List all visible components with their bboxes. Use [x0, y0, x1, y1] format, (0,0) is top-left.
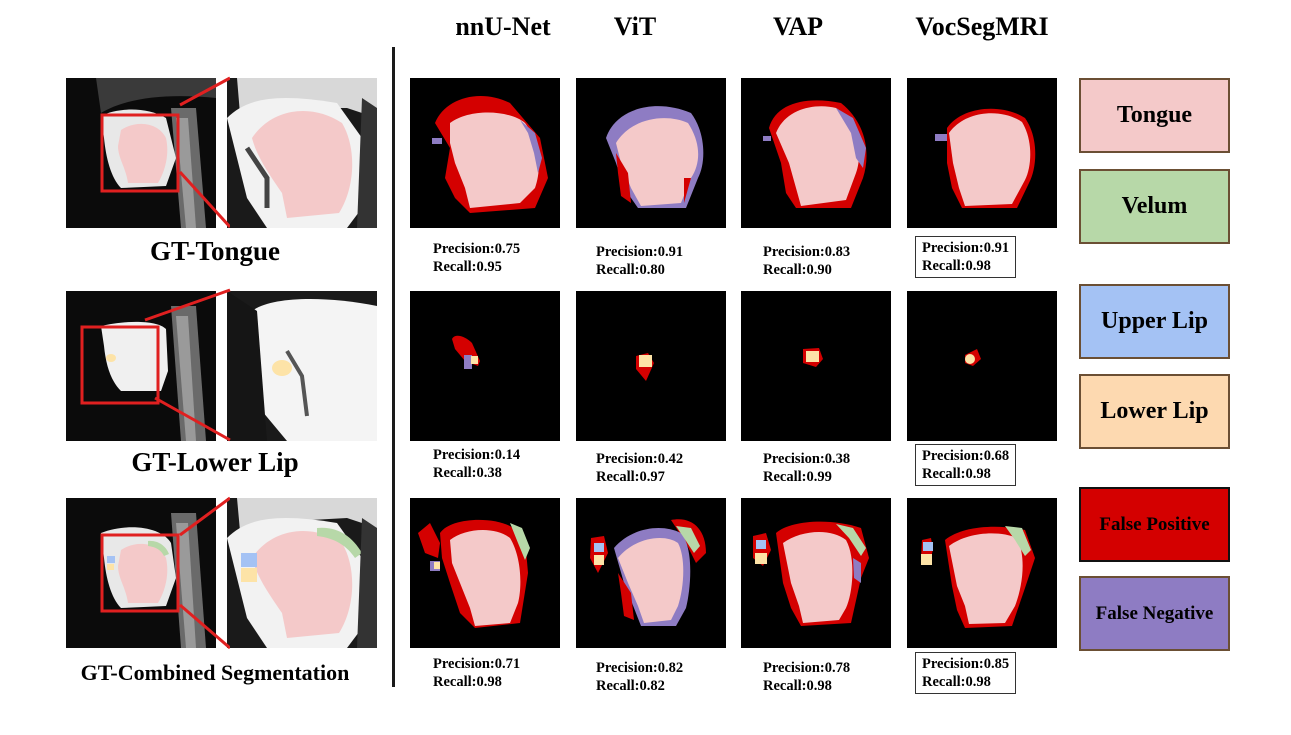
zoomed-image — [227, 498, 377, 648]
precision-value: Precision:0.68 — [922, 448, 1010, 464]
seg-result-tongue-vocsegmri — [907, 78, 1057, 228]
legend-label: False Negative — [1095, 602, 1214, 624]
tongue-mask — [118, 123, 168, 183]
legend-label: False Positive — [1099, 513, 1210, 535]
zoomed-image — [227, 291, 377, 441]
legend-upper-lip: Upper Lip — [1079, 284, 1230, 359]
recall-value: Recall:0.80 — [596, 262, 665, 278]
seg-result-tongue-nnunet — [410, 78, 560, 228]
column-header-vap: VAP — [772, 12, 824, 41]
zoomed-image — [227, 78, 377, 228]
recall-value: Recall:0.98 — [922, 674, 991, 690]
zoom-connector-lines — [178, 76, 230, 229]
precision-value: Precision:0.71 — [433, 656, 521, 672]
seg-result-tongue-vap — [741, 78, 891, 228]
velum-mask — [317, 527, 362, 558]
tongue-mask — [252, 111, 353, 218]
lower-lip-mask — [107, 564, 114, 570]
recall-value: Recall:0.38 — [433, 465, 502, 481]
metric-box-combined-vit: Precision:0.82 Recall:0.82 — [590, 657, 689, 697]
velum-mask — [148, 540, 169, 556]
gt-label: GT-Tongue — [149, 236, 281, 266]
divider-line — [392, 47, 395, 687]
metric-box-combined-vocsegmri: Precision:0.85 Recall:0.98 — [915, 652, 1017, 694]
precision-value: Precision:0.82 — [596, 660, 684, 676]
precision-value: Precision:0.78 — [763, 660, 851, 676]
legend-false-positive: False Positive — [1079, 487, 1230, 562]
metric-box-lowerlip-nnunet: Precision:0.14 Recall:0.38 — [427, 444, 526, 484]
legend-label: Velum — [1121, 193, 1188, 219]
legend-label: Tongue — [1116, 102, 1193, 128]
tongue-mask — [252, 531, 353, 638]
mri-image — [66, 498, 216, 648]
legend-label: Lower Lip — [1100, 398, 1209, 424]
zoom-connector-lines — [144, 288, 231, 442]
seg-result-combined-vocsegmri — [907, 498, 1057, 648]
legend-lower-lip: Lower Lip — [1079, 374, 1230, 449]
upper-lip-mask — [241, 553, 257, 567]
legend-false-negative: False Negative — [1079, 576, 1230, 651]
seg-result-combined-nnunet — [410, 498, 560, 648]
precision-value: Precision:0.14 — [433, 447, 521, 463]
metric-box-tongue-vap: Precision:0.83 Recall:0.90 — [757, 241, 856, 281]
recall-value: Recall:0.98 — [763, 678, 832, 694]
mri-image — [66, 78, 216, 228]
recall-value: Recall:0.98 — [922, 466, 991, 482]
precision-value: Precision:0.38 — [763, 451, 851, 467]
legend-label: Upper Lip — [1101, 308, 1208, 334]
column-header-vit: ViT — [613, 12, 657, 41]
precision-value: Precision:0.75 — [433, 241, 521, 257]
column-header-vocsegmri: VocSegMRI — [915, 12, 1049, 41]
metric-box-tongue-vocsegmri: Precision:0.91 Recall:0.98 — [915, 236, 1017, 278]
seg-result-lowerlip-vap — [741, 291, 891, 441]
recall-value: Recall:0.90 — [763, 262, 832, 278]
seg-result-combined-vit — [576, 498, 726, 648]
precision-value: Precision:0.91 — [596, 244, 684, 260]
seg-result-lowerlip-vit — [576, 291, 726, 441]
seg-result-tongue-vit — [576, 78, 726, 228]
recall-value: Recall:0.82 — [596, 678, 665, 694]
seg-result-lowerlip-nnunet — [410, 291, 560, 441]
recall-value: Recall:0.99 — [763, 469, 832, 485]
recall-value: Recall:0.98 — [433, 674, 502, 690]
legend-velum: Velum — [1079, 169, 1230, 244]
lower-lip-mask — [272, 360, 292, 376]
recall-value: Recall:0.97 — [596, 469, 665, 485]
metric-box-lowerlip-vap: Precision:0.38 Recall:0.99 — [757, 448, 856, 488]
lower-lip-mask — [241, 568, 257, 582]
precision-value: Precision:0.85 — [922, 656, 1010, 672]
column-header-nnunet: nnU-Net — [455, 12, 551, 41]
metric-box-combined-vap: Precision:0.78 Recall:0.98 — [757, 657, 856, 697]
zoom-connector-lines — [179, 496, 230, 650]
seg-result-combined-vap — [741, 498, 891, 648]
gt-label: GT-Combined Segmentation — [80, 660, 350, 685]
recall-value: Recall:0.95 — [433, 259, 502, 275]
precision-value: Precision:0.83 — [763, 244, 851, 260]
precision-value: Precision:0.42 — [596, 451, 684, 467]
metric-box-tongue-vit: Precision:0.91 Recall:0.80 — [590, 241, 689, 281]
mri-image — [66, 291, 216, 441]
upper-lip-mask — [107, 556, 115, 563]
seg-result-lowerlip-vocsegmri — [907, 291, 1057, 441]
legend-tongue: Tongue — [1079, 78, 1230, 153]
tongue-mask — [118, 543, 168, 603]
metric-box-lowerlip-vocsegmri: Precision:0.68 Recall:0.98 — [915, 444, 1017, 486]
gt-label: GT-Lower Lip — [131, 447, 299, 477]
precision-value: Precision:0.91 — [922, 240, 1010, 256]
recall-value: Recall:0.98 — [922, 258, 991, 274]
metric-box-combined-nnunet: Precision:0.71 Recall:0.98 — [427, 653, 526, 693]
metric-box-lowerlip-vit: Precision:0.42 Recall:0.97 — [590, 448, 689, 488]
metric-box-tongue-nnunet: Precision:0.75 Recall:0.95 — [427, 238, 526, 278]
lower-lip-mask — [106, 354, 116, 362]
